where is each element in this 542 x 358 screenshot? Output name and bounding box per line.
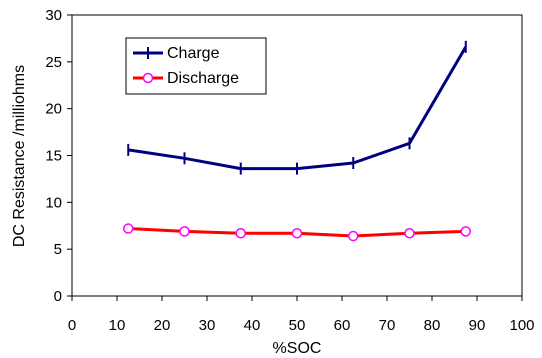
x-tick-label: 0 [68,317,76,334]
discharge-point [291,227,303,239]
y-axis-label: DC Resistance /milliohms [11,65,28,247]
legend-discharge-marker [142,72,154,84]
x-tick-label: 30 [199,317,216,334]
x-tick-label: 10 [109,317,126,334]
legend-box [125,37,267,95]
y-axis-ticks: 0 5 10 15 20 25 30 [45,7,72,305]
x-tick-label: 40 [244,317,261,334]
discharge-point [348,230,359,242]
legend: Charge Discharge [125,37,267,95]
y-tick-label: 25 [45,54,62,71]
x-axis-label: %SOC [273,340,322,357]
x-axis-ticks: 0 10 20 30 40 50 60 70 80 90 100 [68,296,535,334]
x-tick-label: 50 [289,317,306,334]
legend-charge-label: Charge [167,45,220,62]
y-tick-label: 30 [45,7,62,24]
discharge-point [460,226,471,237]
y-tick-label: 10 [45,194,62,211]
x-tick-label: 80 [424,317,441,334]
x-tick-label: 70 [379,317,396,334]
discharge-point [123,223,134,234]
discharge-point [179,226,190,237]
y-tick-label: 5 [54,241,62,258]
y-tick-label: 15 [45,148,62,165]
y-tick-label: 20 [45,101,62,118]
legend-discharge-label: Discharge [167,70,239,87]
x-tick-label: 90 [469,317,486,334]
discharge-point [235,227,246,239]
series-layer [123,40,471,242]
x-tick-label: 60 [334,317,351,334]
x-tick-label: 20 [154,317,171,334]
y-tick-label: 0 [54,288,62,305]
x-tick-label: 100 [509,317,534,334]
discharge-point [404,227,415,239]
